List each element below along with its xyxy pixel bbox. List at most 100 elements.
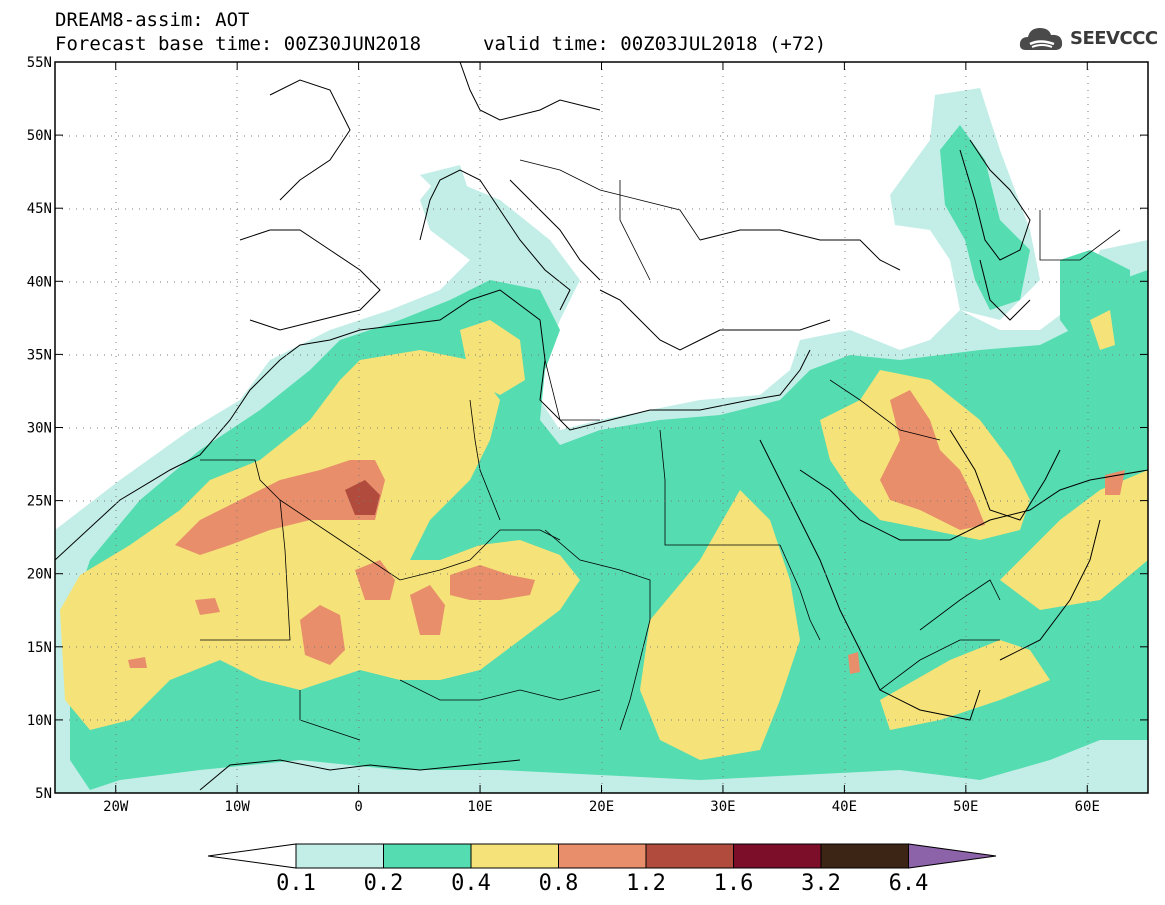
border <box>299 690 361 741</box>
border <box>829 379 941 441</box>
colorbar-box <box>383 843 472 869</box>
lat-tick-label: 50N <box>27 128 52 144</box>
colorbar-boxes <box>207 843 997 869</box>
coastline <box>949 429 1061 521</box>
aot-shade-0.8 <box>195 598 220 615</box>
aot-shade-0.8 <box>175 460 385 555</box>
colorbar-label: 1.6 <box>714 871 754 896</box>
coastline <box>999 519 1101 661</box>
coastline <box>459 62 601 121</box>
borders <box>200 159 1121 741</box>
coastline <box>55 289 811 561</box>
aot-shade-0.8 <box>128 657 147 668</box>
lat-tick-label: 35N <box>27 347 52 363</box>
border <box>200 459 291 641</box>
lon-tick-label: 20W <box>103 799 129 815</box>
border <box>469 399 501 521</box>
border <box>1039 210 1121 261</box>
colorbar-box <box>820 843 909 869</box>
lon-tick-label: 10W <box>225 799 251 815</box>
coastline <box>269 79 351 201</box>
border <box>619 180 651 281</box>
lat-tick-label: 40N <box>27 274 52 290</box>
lat-tick-label: 25N <box>27 494 52 510</box>
coastline <box>239 229 381 331</box>
aot-shade-1.2 <box>345 480 380 515</box>
seevccc-logo: SEEVCCC <box>1018 22 1158 58</box>
lat-tick-label: 45N <box>27 201 52 217</box>
aot-shade-0.4 <box>1090 310 1115 350</box>
lon-tick-label: 0 <box>354 799 362 815</box>
border <box>919 579 1001 631</box>
border <box>399 679 601 701</box>
aot-shade-0.2 <box>940 125 1030 310</box>
aot-shade-0.8 <box>300 605 345 665</box>
cloud-icon <box>1019 28 1063 50</box>
border <box>544 359 600 421</box>
lon-tick-label: 40E <box>832 799 857 815</box>
lat-tick-label: 15N <box>27 640 52 656</box>
colorbar-label: 3.2 <box>801 871 841 896</box>
logo-text: SEEVCCC <box>1070 28 1158 49</box>
lat-tick-label: 55N <box>27 55 52 71</box>
colorbar-label: 6.4 <box>889 871 929 896</box>
colorbar-label: 1.2 <box>626 871 666 896</box>
lat-tick-label: 10N <box>27 713 52 729</box>
border <box>779 544 821 641</box>
colorbar-arrow-low <box>207 843 297 869</box>
colorbar-box <box>295 843 384 869</box>
chart-title: DREAM8-assim: AOT <box>55 9 250 31</box>
colorbar-box <box>645 843 734 869</box>
aot-shade-0.1 <box>420 165 470 200</box>
forecast-base-time: Forecast base time: 00Z30JUN2018 <box>55 33 422 55</box>
coastline <box>959 139 1031 261</box>
lon-tick-label: 50E <box>953 799 978 815</box>
coastline <box>699 229 901 271</box>
coastline <box>599 289 831 351</box>
aot-shade-0.4 <box>1000 470 1148 610</box>
colorbar-labels: 0.1 0.2 0.4 0.8 1.2 1.6 3.2 6.4 <box>276 871 928 896</box>
colorbar-box <box>558 843 647 869</box>
aot-field <box>55 88 1148 793</box>
aot-shade-0.4 <box>60 350 580 730</box>
aot-shade-0.8 <box>450 565 535 600</box>
border <box>619 619 651 731</box>
lat-tick-label: 5N <box>35 786 52 802</box>
border <box>659 429 780 546</box>
grid <box>55 62 1148 793</box>
colorbar-box <box>733 843 822 869</box>
coastline <box>759 439 981 721</box>
aot-shade-0.4 <box>880 640 1050 730</box>
colorbar-label: 0.2 <box>364 871 404 896</box>
aot-shade-0.4 <box>460 320 525 395</box>
colorbar-box <box>470 843 559 869</box>
coastline <box>799 469 1148 541</box>
border <box>279 499 561 581</box>
coastline <box>979 259 1031 321</box>
colorbar-label: 0.1 <box>276 871 316 896</box>
lon-tick-label: 10E <box>467 799 492 815</box>
lon-tick-label: 20E <box>589 799 614 815</box>
lon-tick-label: 60E <box>1075 799 1100 815</box>
lat-tick-label: 20N <box>27 567 52 583</box>
colorbar-label: 0.4 <box>451 871 491 896</box>
coastline <box>509 179 601 281</box>
coastlines <box>55 62 1148 791</box>
border <box>544 529 651 620</box>
valid-time: valid time: 00Z03JUL2018 (+72) <box>483 33 827 55</box>
coastline <box>199 759 521 791</box>
border <box>879 639 1000 691</box>
lat-axis: 55N 50N 45N 40N 35N 30N 25N 20N 15N 10N 5N <box>27 55 1148 802</box>
colorbar-arrow-high <box>908 843 997 869</box>
aot-shade-0.8 <box>848 652 860 674</box>
aot-shade-0.4 <box>640 490 800 760</box>
aot-shade-0.8 <box>410 585 445 635</box>
lat-tick-label: 30N <box>27 421 52 437</box>
lon-tick-label: 30E <box>710 799 735 815</box>
coastline <box>419 169 571 311</box>
colorbar-label: 0.8 <box>539 871 579 896</box>
aot-shade-0.8 <box>880 390 985 530</box>
lon-axis: 20W 10W 0 10E 20E 30E 40E 50E 60E <box>103 62 1100 815</box>
